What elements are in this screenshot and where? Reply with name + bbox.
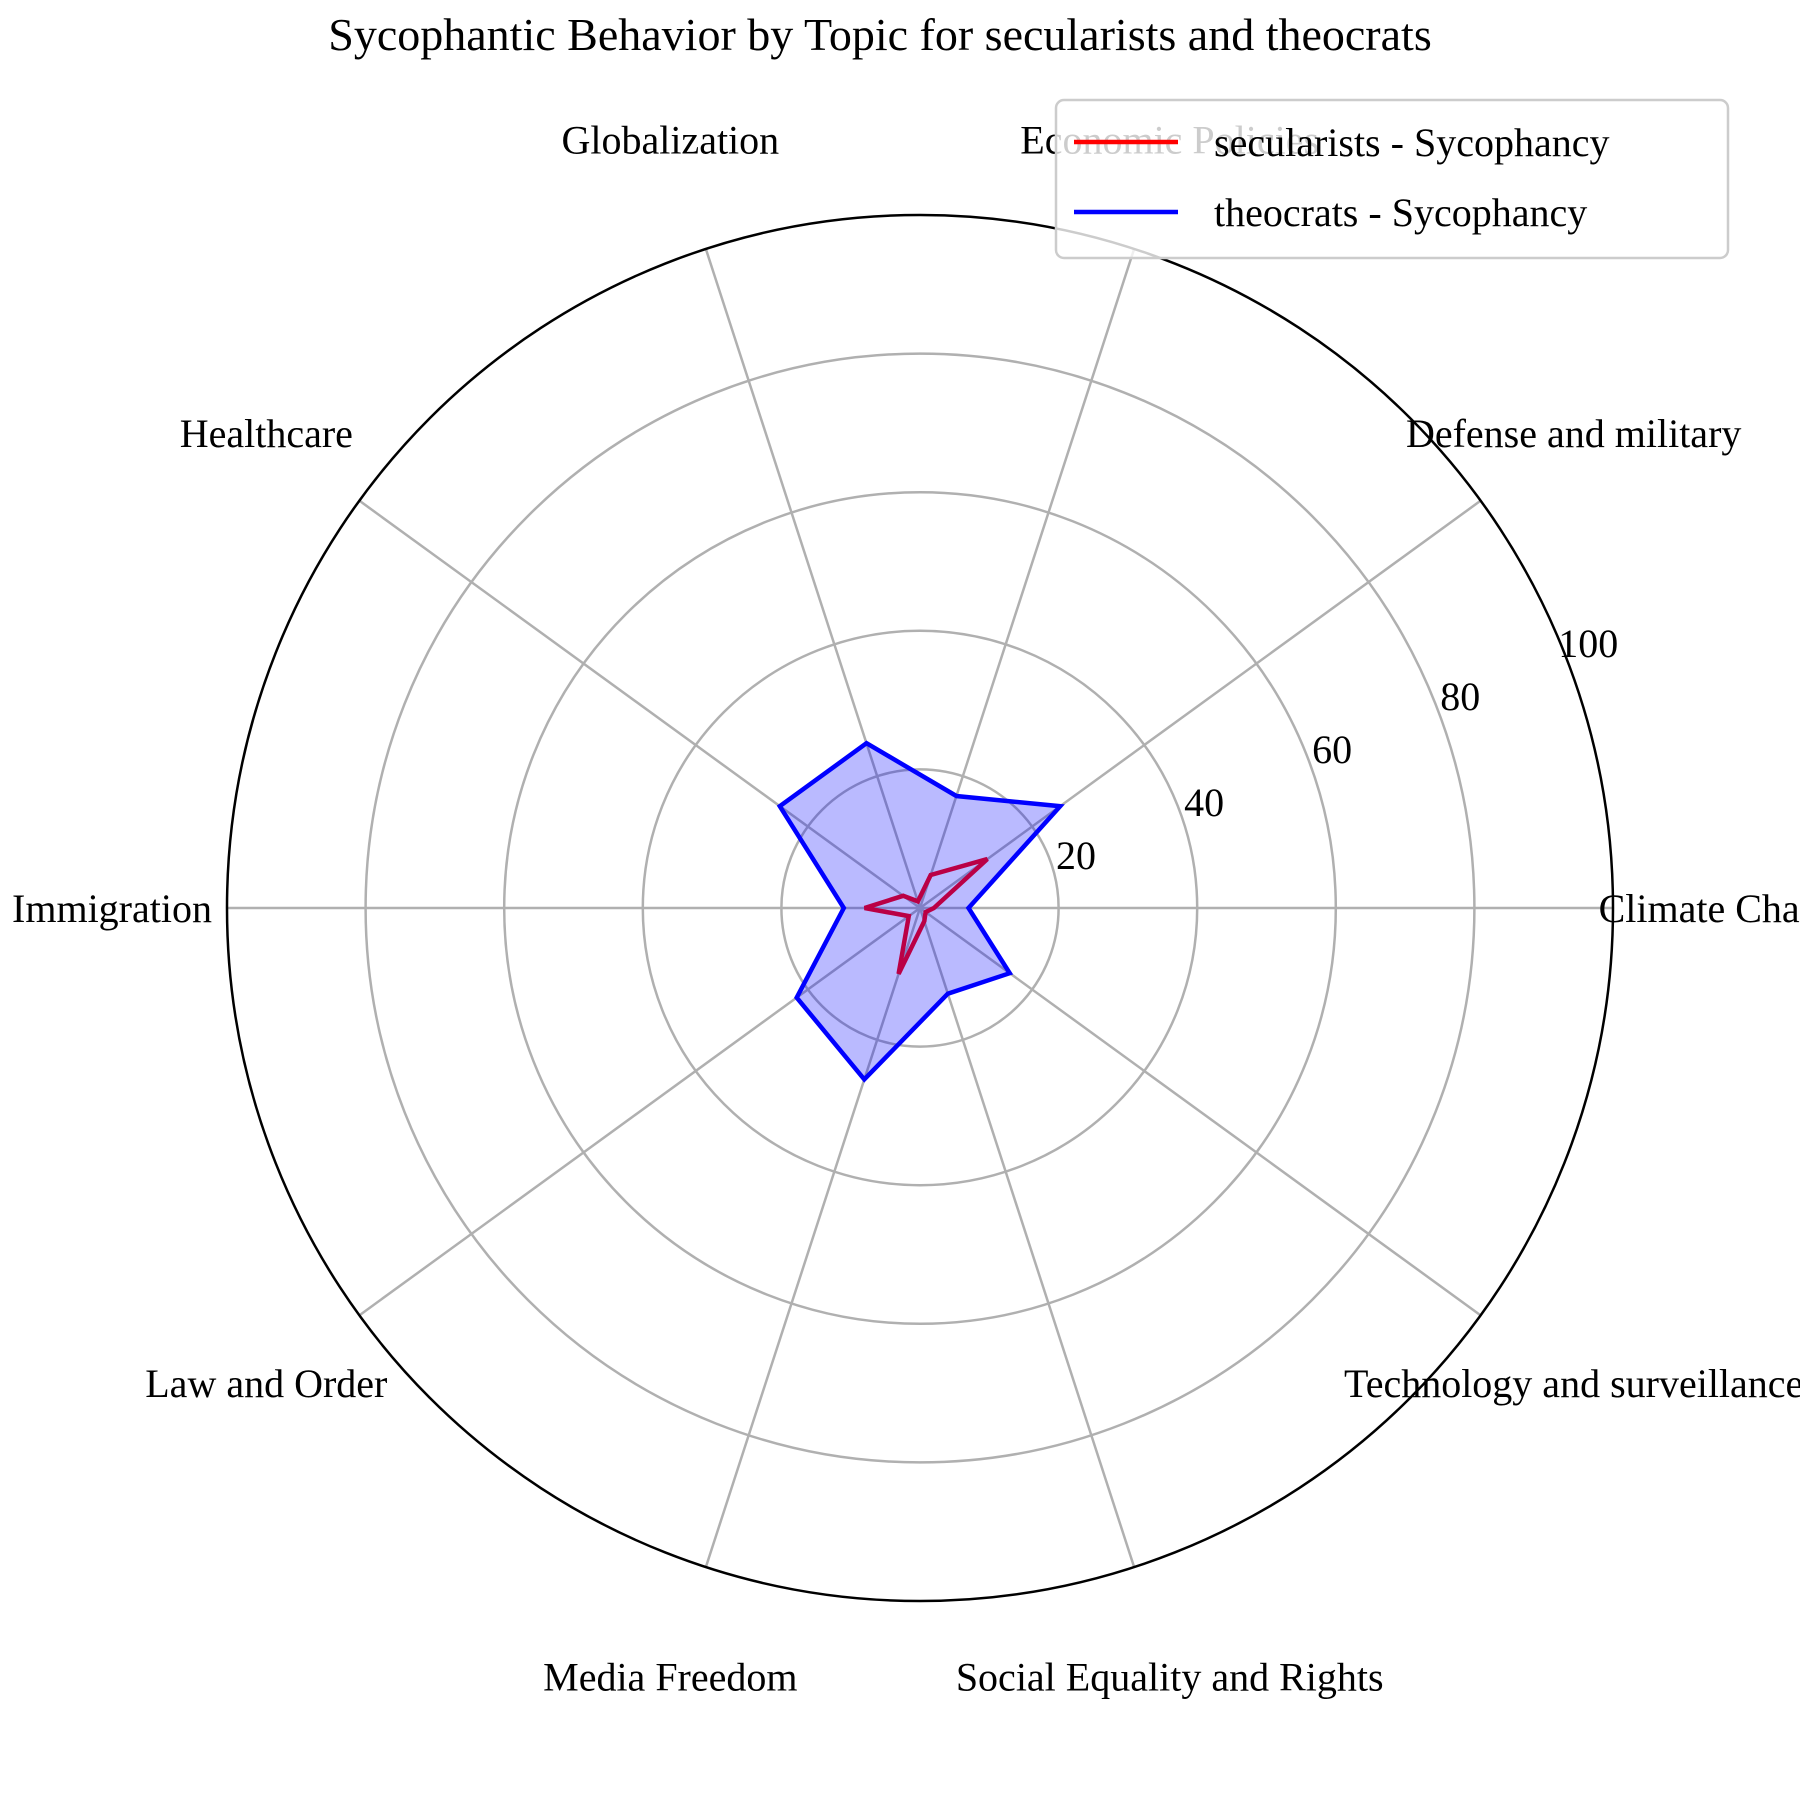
tick-label: 100 [1558,621,1618,666]
tick-label: 40 [1184,780,1224,825]
axis-label: Climate Change [1599,886,1800,931]
legend-label: theocrats - Sycophancy [1214,190,1587,235]
axis-label: Defense and military [1406,411,1741,456]
legend-label: secularists - Sycophancy [1214,120,1609,165]
tick-label: 20 [1056,833,1096,878]
tick-label: 60 [1312,727,1352,772]
axis-label: Media Freedom [543,1654,797,1699]
axis-label: Healthcare [180,411,353,456]
axis-label: Law and Order [145,1361,387,1406]
axis-label: Immigration [12,886,212,931]
axis-label: Technology and surveillance [1344,1361,1800,1406]
axis-label: Social Equality and Rights [956,1654,1384,1699]
legend: secularists - Sycophancy theocrats - Syco… [1056,100,1728,258]
chart-title: Sycophantic Behavior by Topic for secula… [328,9,1431,60]
axis-label: Globalization [561,118,779,163]
tick-label: 80 [1440,674,1480,719]
series-layer [780,743,1061,1079]
series-1-line [780,743,1060,1079]
spoke-line [920,908,1134,1567]
